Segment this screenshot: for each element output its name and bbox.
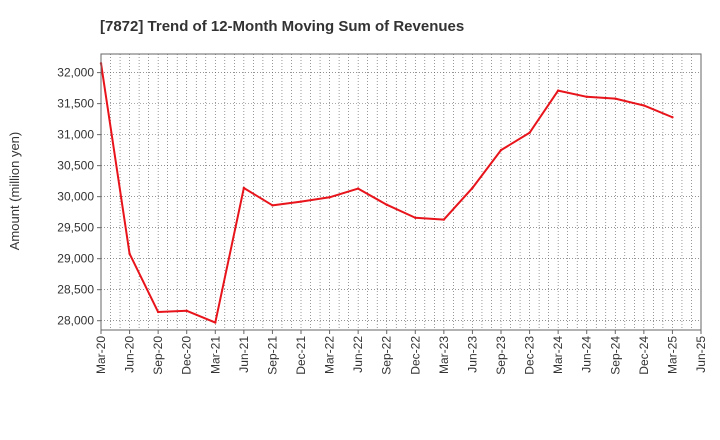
- y-tick-label: 32,000: [57, 66, 94, 80]
- data-point: [442, 218, 446, 221]
- x-tick-label: Mar-22: [323, 336, 337, 374]
- x-tick-label: Jun-23: [465, 336, 479, 373]
- x-tick-label: Jun-20: [123, 336, 137, 373]
- y-tick-label: 28,000: [57, 314, 94, 328]
- x-tick-label: Sep-24: [608, 336, 622, 375]
- y-tick-label: 28,500: [57, 283, 94, 297]
- series-layer: [99, 62, 674, 324]
- x-tick-label: Jun-22: [351, 336, 365, 373]
- data-point: [271, 204, 274, 207]
- y-axis-label: Amount (million yen): [7, 132, 22, 251]
- data-point: [242, 186, 246, 190]
- x-tick-label: Mar-21: [208, 336, 222, 374]
- data-point: [499, 148, 503, 152]
- data-point: [471, 186, 474, 190]
- x-axis-ticks: Mar-20 Jun-20 Sep-20 Dec-20 Mar-21 Jun-21 Sep-…: [94, 330, 708, 375]
- data-point: [414, 216, 417, 219]
- x-tick-label: Dec-22: [408, 336, 422, 375]
- data-point: [328, 196, 331, 199]
- data-point: [642, 104, 646, 107]
- x-tick-label: Mar-24: [551, 336, 565, 374]
- x-tick-label: Jun-25: [694, 336, 708, 373]
- x-tick-label: Sep-21: [265, 336, 279, 375]
- data-point: [299, 200, 303, 203]
- gridlines: [101, 54, 701, 330]
- y-tick-label: 31,000: [57, 128, 94, 142]
- data-point: [156, 310, 160, 314]
- data-point: [128, 252, 131, 255]
- data-point: [556, 89, 560, 92]
- x-tick-label: Dec-24: [637, 336, 651, 375]
- x-tick-label: Mar-25: [665, 336, 679, 374]
- y-tick-label: 29,500: [57, 221, 94, 235]
- data-point: [214, 321, 217, 324]
- x-tick-label: Sep-20: [151, 336, 165, 375]
- y-tick-label: 29,000: [57, 252, 94, 266]
- data-point: [385, 203, 388, 206]
- data-point: [585, 95, 588, 98]
- x-tick-label: Dec-23: [523, 336, 537, 375]
- y-axis-ticks: 28,000 28,500 29,000 29,500 30,000 30,500 31,0…: [57, 66, 101, 328]
- data-point: [614, 97, 617, 100]
- y-tick-label: 31,500: [57, 97, 94, 111]
- x-tick-label: Dec-20: [180, 336, 194, 375]
- data-point: [356, 187, 360, 190]
- x-tick-label: Sep-23: [494, 336, 508, 375]
- data-point: [185, 309, 188, 312]
- y-tick-label: 30,500: [57, 159, 94, 173]
- x-tick-label: Jun-21: [237, 336, 251, 373]
- x-tick-label: Mar-23: [437, 336, 451, 374]
- x-tick-label: Mar-20: [94, 336, 108, 374]
- plot-area-frame: [100, 53, 702, 331]
- y-tick-label: 30,000: [57, 190, 94, 204]
- x-tick-label: Dec-21: [294, 336, 308, 375]
- x-tick-label: Sep-22: [380, 336, 394, 375]
- x-tick-label: Jun-24: [580, 336, 594, 373]
- chart-title: [7872] Trend of 12-Month Moving Sum of R…: [100, 18, 464, 35]
- data-point: [528, 131, 531, 134]
- data-point: [671, 116, 674, 119]
